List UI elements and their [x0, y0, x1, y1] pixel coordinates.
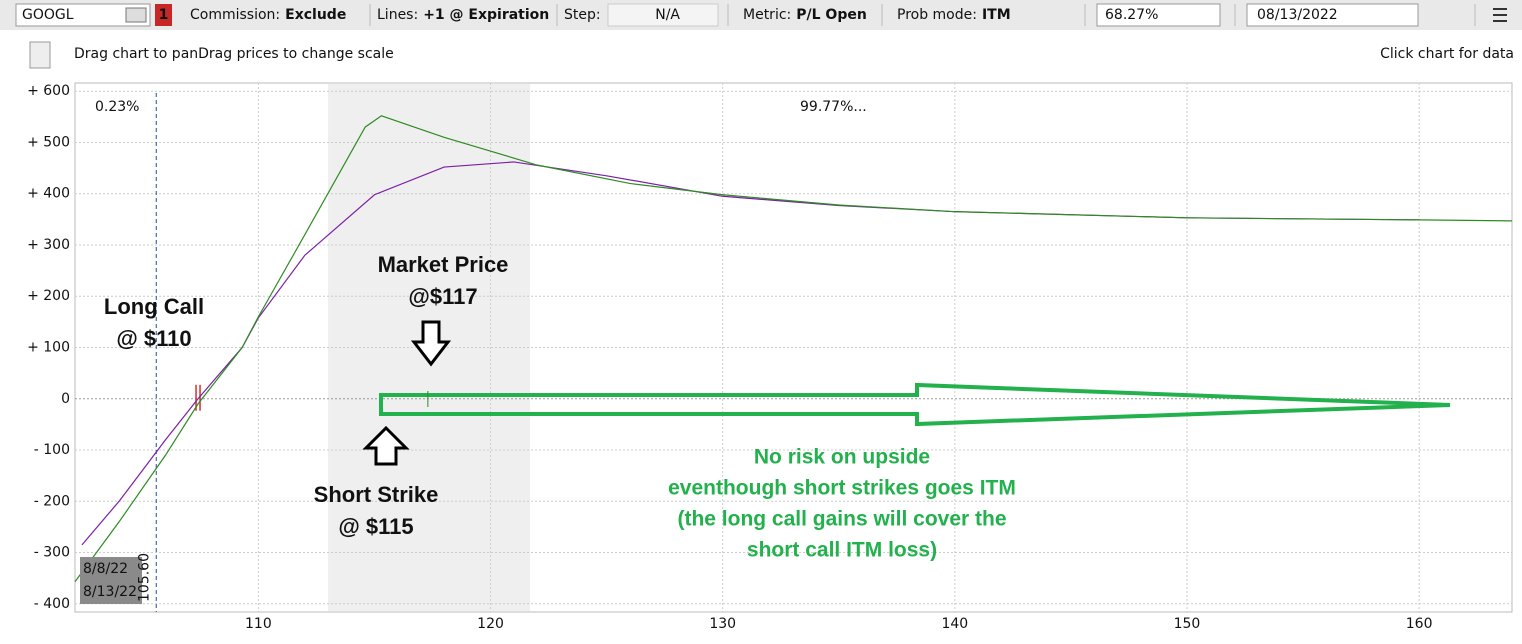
toolbar-item: Metric: P/L Open: [743, 7, 867, 23]
probability: 68.27%: [1105, 7, 1158, 23]
legend-box: [80, 557, 142, 604]
note-text: short call ITM loss): [747, 539, 937, 562]
annotation: Market Price: [378, 252, 509, 277]
date-box[interactable]: [1246, 3, 1419, 27]
annotation: @ $115: [338, 514, 413, 539]
x-tick-label: 140: [941, 616, 968, 632]
dropdown[interactable]: [125, 7, 147, 23]
toolbar-label: Commission:: [190, 7, 280, 23]
probability-label: 0.23%: [95, 99, 139, 115]
x-tick-label: 120: [477, 616, 504, 632]
y-tick-label: + 500: [27, 134, 70, 150]
marker-label: 105.60: [136, 553, 152, 602]
menu-icon[interactable]: [1493, 8, 1507, 22]
y-tick-label: - 400: [34, 596, 70, 612]
y-tick-label: - 300: [34, 545, 70, 561]
note-text: No risk on upside: [754, 446, 930, 469]
prob-box[interactable]: [1096, 3, 1221, 27]
note-text: eventhough short strikes goes ITM: [668, 477, 1016, 500]
annotation: Short Strike: [314, 482, 439, 507]
x-tick-label: 130: [709, 616, 736, 632]
legend-entry: 8/8/22: [83, 561, 128, 577]
right-hint: Click chart for data: [1380, 46, 1514, 62]
symbol-box[interactable]: [15, 3, 151, 27]
y-tick-label: - 100: [34, 442, 70, 458]
y-tick-label: - 200: [34, 493, 70, 509]
step-box[interactable]: [607, 3, 719, 27]
toolbar-value: N/A: [655, 7, 680, 23]
range-arrow: [379, 382, 1451, 427]
toolbar-item: Prob mode: ITM: [897, 7, 1011, 23]
annotation: Long Call: [104, 294, 204, 319]
badge: [155, 4, 172, 26]
toolbar-value: ITM: [982, 7, 1011, 23]
chart-icon[interactable]: [29, 41, 51, 69]
y-tick-label: + 100: [27, 340, 70, 356]
y-tick-label: 0: [61, 391, 70, 407]
note-text: (the long call gains will cover the: [677, 508, 1006, 531]
toolbar-item: Commission: Exclude: [190, 7, 346, 23]
annotation: @ $110: [116, 326, 191, 351]
y-tick-label: + 600: [27, 83, 70, 99]
date: 08/13/2022: [1257, 7, 1338, 23]
x-tick-label: 160: [1406, 616, 1433, 632]
badge-text: 1: [159, 7, 169, 23]
annotation: @$117: [408, 284, 477, 309]
series-line: [74, 115, 1513, 583]
toolbar-label: Prob mode:: [897, 7, 977, 23]
toolbar-value: Exclude: [285, 7, 346, 23]
probability-label: 99.77%...: [800, 99, 867, 115]
toolbar-item: Lines: +1 @ Expiration: [377, 7, 549, 23]
down-arrow: [410, 320, 452, 367]
legend-entry: 8/13/22: [83, 584, 137, 600]
up-arrow: [362, 425, 410, 466]
toolbar-label: Lines:: [377, 7, 418, 23]
x-tick-label: 110: [245, 616, 272, 632]
symbol: GOOGL: [22, 7, 74, 23]
y-tick-label: + 200: [27, 288, 70, 304]
x-tick-label: 150: [1174, 616, 1201, 632]
toolbar-value: P/L Open: [796, 7, 867, 23]
toolbar-label: Step:: [564, 7, 601, 23]
y-tick-label: + 300: [27, 237, 70, 253]
y-tick-label: + 400: [27, 186, 70, 202]
toolbar-label: Metric:: [743, 7, 791, 23]
toolbar-value: +1 @ Expiration: [423, 7, 549, 23]
hint: Drag chart to panDrag prices to change s…: [74, 46, 394, 62]
